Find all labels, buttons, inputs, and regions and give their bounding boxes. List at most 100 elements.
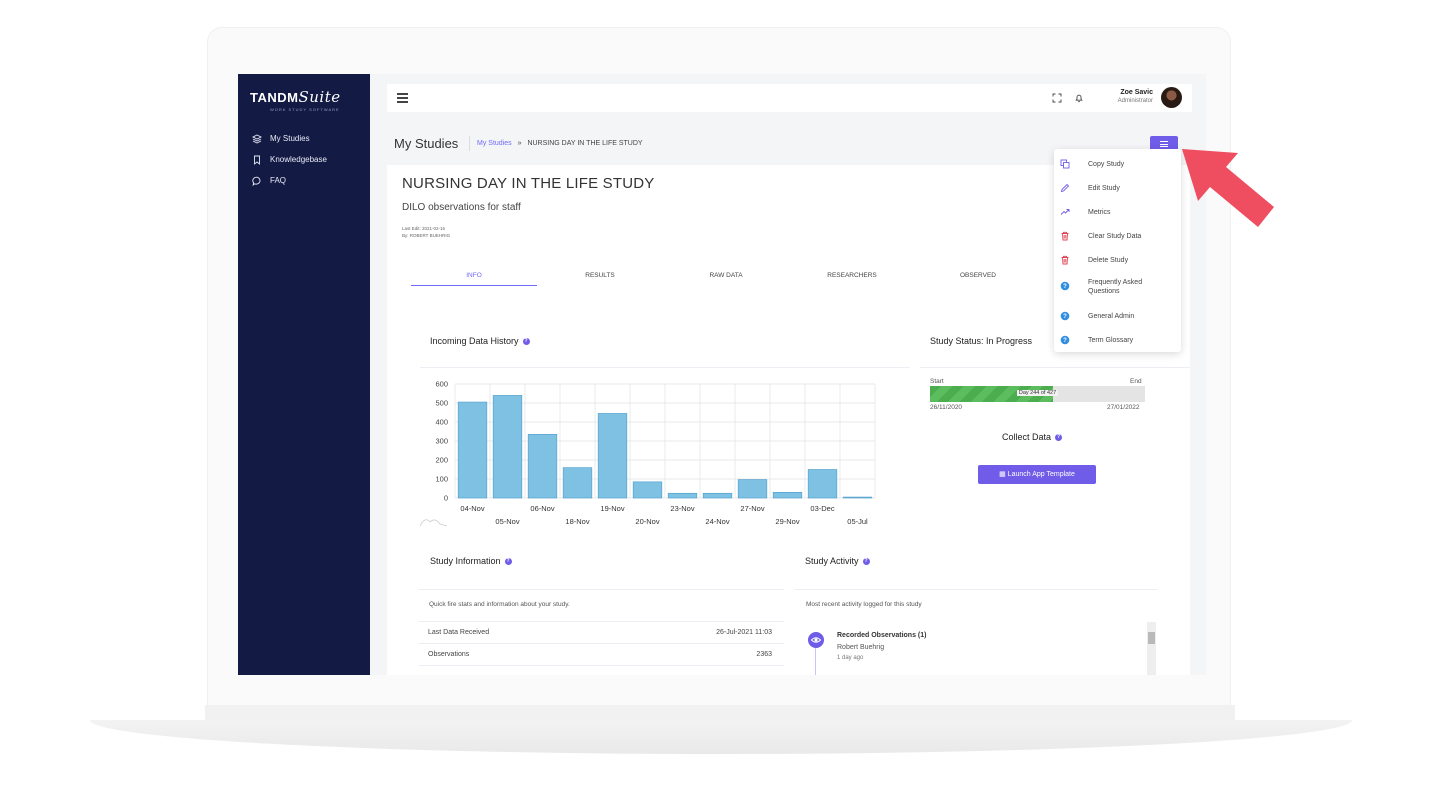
y-tick-label: 400 xyxy=(435,418,448,427)
table-row: Observations 2363 xyxy=(419,643,784,665)
x-tick-label: 20-Nov xyxy=(635,517,659,526)
divider xyxy=(419,589,784,590)
chart-bar xyxy=(842,496,873,499)
menu-item-metrics[interactable]: Metrics xyxy=(1054,201,1181,223)
study-information-desc: Quick fire stats and information about y… xyxy=(429,601,570,608)
menu-item-label: Term Glossary xyxy=(1088,337,1134,344)
launch-app-template-button[interactable]: ▦ Launch App Template xyxy=(978,465,1096,484)
help-icon[interactable]: ? xyxy=(1055,433,1063,441)
logo-tagline: WORK STUDY SOFTWARE xyxy=(270,107,340,112)
study-meta: Last Edit: 2021-02-16 By: ROBERT BUEHRIG xyxy=(402,225,450,239)
study-activity-title: Study Activity ? xyxy=(805,556,870,566)
edited-by: By: ROBERT BUEHRIG xyxy=(402,233,451,238)
sidebar-item-faq[interactable]: FAQ xyxy=(252,170,327,191)
incoming-data-title: Incoming Data History ? xyxy=(430,336,530,346)
copy-icon xyxy=(1060,159,1070,169)
sidebar-item-my-studies[interactable]: My Studies xyxy=(252,128,327,149)
menu-item-edit-study[interactable]: Edit Study xyxy=(1054,177,1181,199)
chart-bar xyxy=(737,479,768,499)
x-tick-label: 05-Jul xyxy=(847,517,868,526)
qr-icon: ▦ xyxy=(999,471,1008,478)
tab-results[interactable]: RESULTS xyxy=(585,272,615,279)
app-screen: TANDMSuite WORK STUDY SOFTWARE My Studie… xyxy=(238,74,1206,675)
breadcrumb: My Studies » NURSING DAY IN THE LIFE STU… xyxy=(477,140,643,147)
help-icon: ? xyxy=(1060,311,1070,321)
eye-icon xyxy=(808,632,824,648)
breadcrumb-link-my-studies[interactable]: My Studies xyxy=(477,140,512,147)
study-subtitle: DILO observations for staff xyxy=(402,202,521,213)
help-icon: ? xyxy=(1060,281,1070,291)
x-tick-label: 29-Nov xyxy=(775,517,799,526)
menu-item-label: Metrics xyxy=(1088,209,1111,216)
user-name[interactable]: Zoe Savic xyxy=(1120,89,1153,96)
pointer-arrow-icon xyxy=(1182,149,1274,227)
bell-icon[interactable] xyxy=(1074,93,1084,103)
laptop-base xyxy=(90,720,1352,754)
table-row: Last Data Received 26-Jul-2021 11:03 xyxy=(419,621,784,643)
menu-item-copy-study[interactable]: Copy Study xyxy=(1054,153,1181,175)
logo[interactable]: TANDMSuite xyxy=(250,88,341,106)
study-progress-bar: Day 244 of 427 xyxy=(930,386,1145,402)
trash-icon xyxy=(1061,255,1069,265)
help-icon[interactable]: ? xyxy=(862,557,870,565)
activity-user: Robert Buehrig xyxy=(837,644,885,651)
menu-item-general-admin[interactable]: ? General Admin xyxy=(1054,305,1181,327)
y-tick-label: 100 xyxy=(435,475,448,484)
chart-bar xyxy=(702,492,733,499)
study-title: NURSING DAY IN THE LIFE STUDY xyxy=(402,175,655,192)
progress-text: Day 244 of 427 xyxy=(930,390,1145,396)
trash-icon xyxy=(1061,231,1069,241)
study-activity-desc: Most recent activity logged for this stu… xyxy=(806,601,922,608)
study-status-title-text: Study Status: In Progress xyxy=(930,336,1033,346)
collect-data-title: Collect Data ? xyxy=(1002,432,1063,442)
menu-item-delete-study[interactable]: Delete Study xyxy=(1054,249,1181,271)
menu-item-term-glossary[interactable]: ? Term Glossary xyxy=(1054,329,1181,351)
chart-bar xyxy=(492,395,523,499)
menu-item-faq[interactable]: ? Frequently Asked Questions xyxy=(1054,275,1181,303)
timeline-line xyxy=(815,648,816,675)
tab-observed[interactable]: OBSERVED xyxy=(959,272,996,279)
row-key: Last Data Received xyxy=(428,629,490,636)
study-information-title-text: Study Information xyxy=(430,556,501,566)
study-status-title: Study Status: In Progress xyxy=(930,336,1032,346)
chart-navigator xyxy=(419,519,448,527)
help-icon: ? xyxy=(1060,335,1070,345)
page-title: My Studies xyxy=(394,136,459,151)
breadcrumb-current: NURSING DAY IN THE LIFE STUDY xyxy=(527,140,643,147)
chart-bar xyxy=(527,434,558,499)
activity-time: 1 day ago xyxy=(837,655,864,661)
activity-scrollbar[interactable] xyxy=(1147,622,1156,675)
help-icon[interactable]: ? xyxy=(522,337,530,345)
chart-bar xyxy=(457,401,488,499)
sidebar: TANDMSuite WORK STUDY SOFTWARE My Studie… xyxy=(238,74,370,675)
fullscreen-icon[interactable] xyxy=(1052,93,1062,103)
row-value: 26-Jul-2021 11:03 xyxy=(716,629,772,636)
help-icon[interactable]: ? xyxy=(504,557,512,565)
launch-button-label: Launch App Template xyxy=(1007,471,1075,478)
logo-main-text: TANDM xyxy=(250,90,299,105)
chart-bar xyxy=(772,492,803,499)
pencil-icon xyxy=(1060,183,1070,193)
scrollbar-thumb[interactable] xyxy=(1148,632,1155,644)
study-menu-button[interactable] xyxy=(1150,136,1178,152)
x-tick-label: 06-Nov xyxy=(530,504,554,513)
tab-raw-data[interactable]: RAW DATA xyxy=(709,272,743,279)
avatar[interactable] xyxy=(1161,87,1182,108)
last-edit: Last Edit: 2021-02-16 xyxy=(402,226,446,231)
user-role: Administrator xyxy=(1117,98,1153,104)
hamburger-menu-icon[interactable] xyxy=(397,93,408,103)
breadcrumb-separator: » xyxy=(517,140,522,147)
x-tick-label: 19-Nov xyxy=(600,504,624,513)
progress-end-date: 27/01/2022 xyxy=(1107,404,1140,411)
incoming-data-chart: 0 100 200 300 400 500 600 04-Nov 05-Nov 06-Nov 18-… xyxy=(419,380,876,527)
sidebar-item-knowledgebase[interactable]: Knowledgebase xyxy=(252,149,327,170)
menu-item-label: Copy Study xyxy=(1088,161,1125,168)
x-tick-label: 24-Nov xyxy=(705,517,729,526)
menu-item-clear-study-data[interactable]: Clear Study Data xyxy=(1054,225,1181,247)
tab-info[interactable]: INFO xyxy=(411,272,537,286)
y-tick-label: 500 xyxy=(435,399,448,408)
chart-bar xyxy=(632,481,663,499)
top-bar: Zoe Savic Administrator xyxy=(387,84,1192,112)
study-information-title: Study Information ? xyxy=(430,556,512,566)
tab-researchers[interactable]: RESEARCHERS xyxy=(827,272,877,279)
